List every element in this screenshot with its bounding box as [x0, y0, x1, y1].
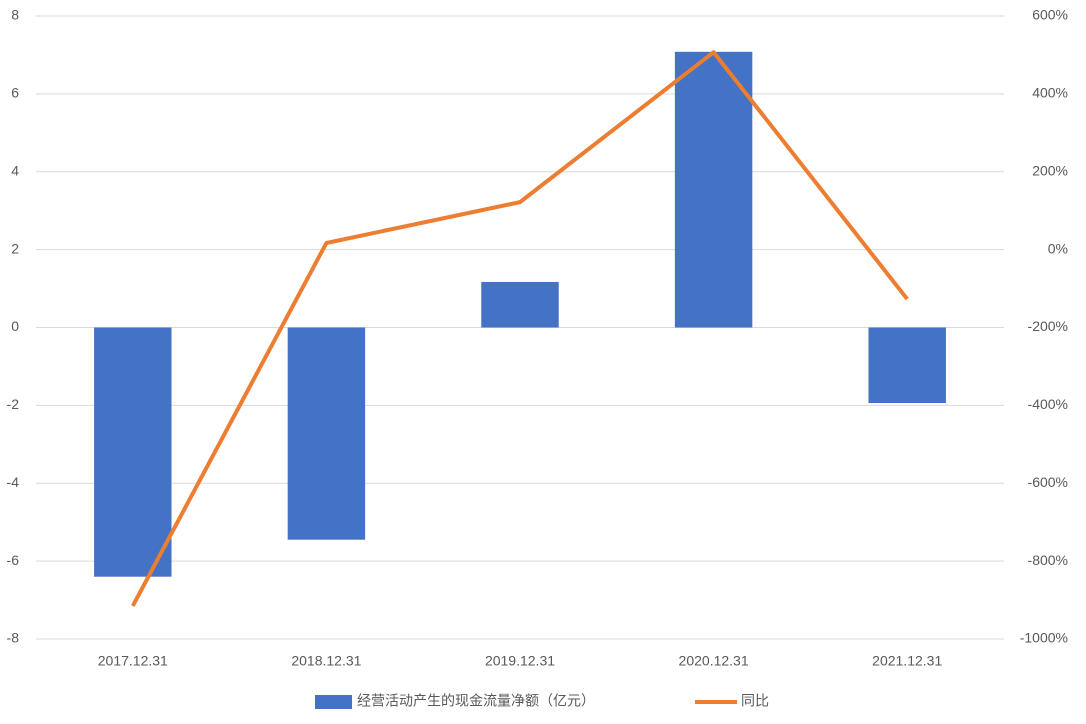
y-tick-label: 4 — [11, 162, 19, 178]
y2-tick-label: -200% — [1028, 318, 1068, 334]
y-tick-label: 2 — [11, 240, 19, 256]
bar — [94, 327, 172, 577]
line — [131, 50, 909, 607]
legend-label: 经营活动产生的现金流量净额（亿元） — [357, 693, 595, 709]
bar — [287, 327, 366, 540]
y2-tick-label: 600% — [1032, 7, 1068, 23]
y-tick-label: 8 — [11, 7, 19, 23]
y2-tick-label: -400% — [1028, 396, 1068, 412]
x-tick-label: 2017.12.31 — [98, 653, 168, 669]
y-tick-label: -2 — [7, 396, 20, 412]
legend-swatch — [315, 695, 352, 709]
x-tick-label: 2019.12.31 — [485, 653, 555, 669]
y2-tick-label: 400% — [1032, 85, 1068, 101]
y2-tick-label: 200% — [1032, 162, 1068, 178]
y-tick-label: -4 — [7, 474, 20, 490]
y-tick-label: 0 — [11, 318, 19, 334]
bar — [674, 51, 753, 328]
y2-tick-label: -600% — [1028, 474, 1068, 490]
bar — [868, 327, 946, 404]
x-tick-label: 2021.12.31 — [872, 653, 942, 669]
x-tick-label: 2018.12.31 — [291, 653, 361, 669]
legend-label: 同比 — [741, 693, 769, 709]
y2-tick-label: -800% — [1028, 552, 1068, 568]
y2-tick-label: -1000% — [1020, 630, 1068, 646]
y-tick-label: 6 — [11, 85, 19, 101]
y2-tick-label: 0% — [1048, 240, 1068, 256]
bar — [481, 281, 559, 328]
x-tick-label: 2020.12.31 — [679, 653, 749, 669]
y-tick-label: -8 — [7, 630, 20, 646]
y-tick-label: -6 — [7, 552, 20, 568]
